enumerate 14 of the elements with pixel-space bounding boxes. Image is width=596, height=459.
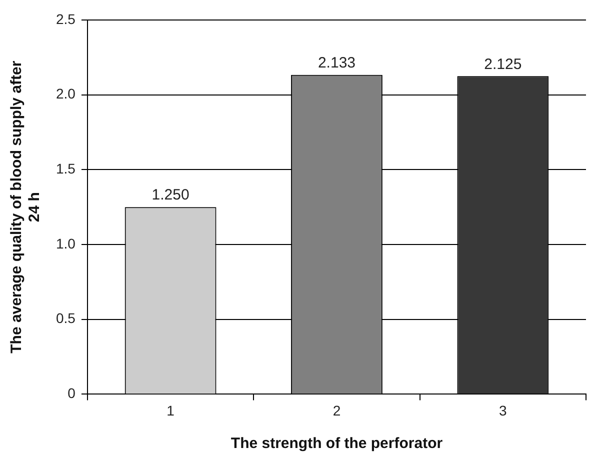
data-label: 2.133 xyxy=(318,54,356,72)
x-axis-title: The strength of the perforator xyxy=(230,435,443,452)
y-axis-title: The average quality of blood supply after 24 h xyxy=(8,60,44,354)
y-tick-label: 1.5 xyxy=(56,160,76,177)
x-tick-label: 1 xyxy=(166,402,175,418)
y-tick-label: 1.0 xyxy=(56,235,76,252)
y-tick-label: 0.5 xyxy=(56,310,76,326)
y-tick-label: 2.5 xyxy=(56,10,76,27)
x-tick-label: 3 xyxy=(499,402,508,418)
y-tick-label: 0 xyxy=(68,385,76,402)
y-tick-label: 2.0 xyxy=(56,86,76,102)
data-label: 1.250 xyxy=(152,186,190,204)
data-label: 2.125 xyxy=(484,56,522,73)
x-tick-label: 2 xyxy=(332,402,341,418)
